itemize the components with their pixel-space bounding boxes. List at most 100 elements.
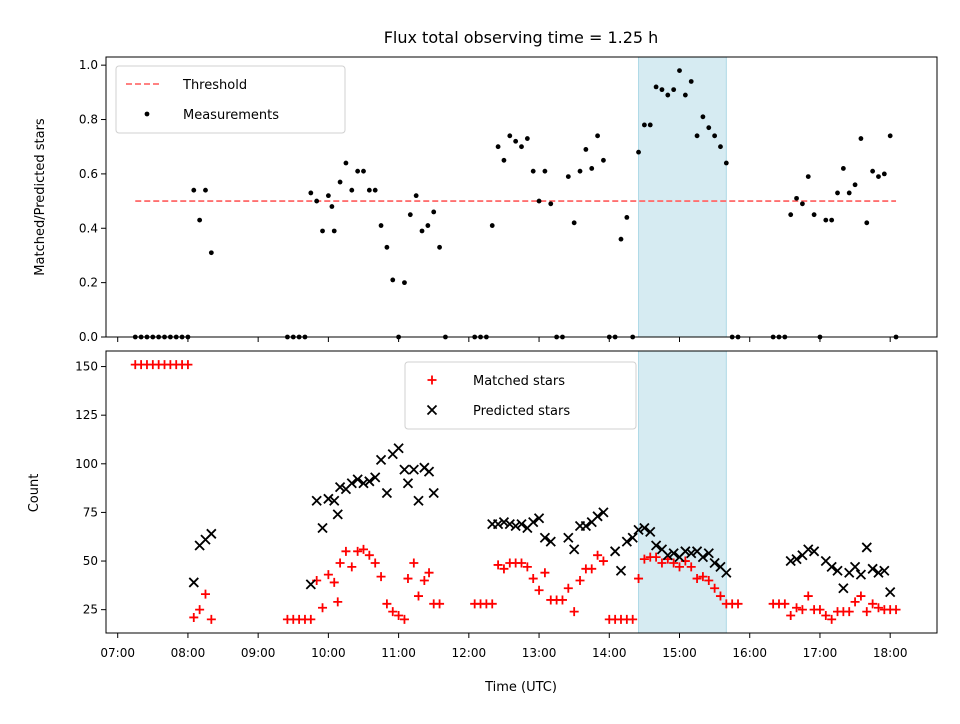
measurement-point [519,144,524,150]
y-tick-label-bottom-5: 150 [75,360,98,374]
highlight-window-bottom [638,350,727,634]
predicted-point [697,552,709,563]
measurement-point [329,204,335,209]
measurement-point [700,114,706,120]
x-tick-label-2: 09:00 [241,646,276,660]
measurement-point [723,160,729,166]
matched-point [856,591,866,601]
matched-point [575,575,585,585]
predicted-point [785,555,796,567]
predicted-point [504,518,515,530]
legend-label-bottom-1: Predicted stars [473,404,570,419]
measurement-point [811,212,817,218]
y-axis-label-top: Matched/Predicted stars [33,118,48,276]
matched-point [639,554,649,564]
predicted-point [402,478,414,489]
x-tick-label-9: 16:00 [732,646,767,660]
measurement-point [682,92,688,98]
legend-label-top-0: Threshold [182,78,247,93]
count-panel: 25 50 75 100 125 150 07:00 08:00 09:00 10:00 11:00… [75,350,938,660]
predicted-point [305,579,316,590]
predicted-point [413,495,424,506]
measurement-point [384,244,390,250]
predicted-point [621,536,632,547]
matched-point [844,607,854,617]
matched-point [733,599,743,609]
measurement-point [571,220,577,226]
y-tick-label-bottom-1: 50 [83,554,98,568]
x-axis-label: Time (UTC) [484,680,557,695]
measurement-point [794,195,799,201]
measurement-point [366,187,372,193]
x-tick-label-3: 10:00 [311,646,346,660]
measurement-point [641,122,647,128]
predicted-point [346,478,357,489]
predicted-point [206,528,217,539]
predicted-point [633,524,644,536]
predicted-point [826,561,837,573]
matched-point [786,610,796,620]
y-axis-label-bottom: Count [27,474,42,513]
measurement-point [501,157,507,163]
matched-point [715,591,725,601]
x-tick-label-11: 18:00 [873,646,908,660]
predicted-point [592,511,603,522]
x-tick-label-0: 07:00 [100,646,135,660]
matched-point [534,585,544,595]
axes-frame-top [105,56,938,338]
predicted-point [703,548,714,559]
matched-point [306,614,316,624]
y-tick-label-top-2: 0.4 [79,221,98,235]
measurement-point [361,168,366,174]
matched-point [797,605,807,615]
matched-point [821,610,831,620]
predicted-point [516,518,527,530]
measurement-point [840,166,846,171]
x-tick-label-5: 12:00 [452,646,487,660]
measurement-point [331,228,337,234]
measurement-point [718,144,723,150]
matched-point [522,562,532,572]
measurement-point [378,223,384,228]
matched-point [499,564,509,574]
y-tick-label-top-4: 0.8 [79,113,98,127]
x-tick-label-1: 08:00 [171,646,206,660]
matched-point [399,614,409,624]
measurement-point [191,187,197,193]
predicted-point [188,577,199,588]
predicted-point [609,546,621,557]
matched-point [364,550,374,560]
predicted-point [639,522,650,534]
matched-point [780,599,790,609]
x-tick-label-10: 17:00 [803,646,838,660]
matched-point [815,605,825,615]
measurement-point [577,168,583,174]
measurement-point [864,220,870,226]
predicted-point [645,526,656,538]
measurement-point [800,201,805,207]
matched-point [341,546,351,556]
measurement-point [337,179,343,185]
measurement-point [677,68,682,73]
matched-point [710,583,720,593]
predicted-point [615,565,627,576]
measurement-point [858,136,864,141]
matched-point [370,558,380,568]
measurement-point [881,171,887,177]
measurement-point [653,84,659,90]
measurement-point [524,136,530,141]
measurement-point [413,193,419,199]
y-tick-label-top-3: 0.6 [79,167,98,181]
matched-point [827,614,837,624]
measurement-point [601,157,606,163]
predicted-point [311,495,322,506]
predicted-point [580,520,592,532]
measurement-point [308,190,314,196]
predicted-point [364,476,375,487]
predicted-point [375,454,387,466]
predicted-point [873,567,884,578]
matched-point [598,556,608,566]
measurement-point [495,144,501,150]
measurement-point [314,198,320,204]
matched-point [487,599,497,609]
